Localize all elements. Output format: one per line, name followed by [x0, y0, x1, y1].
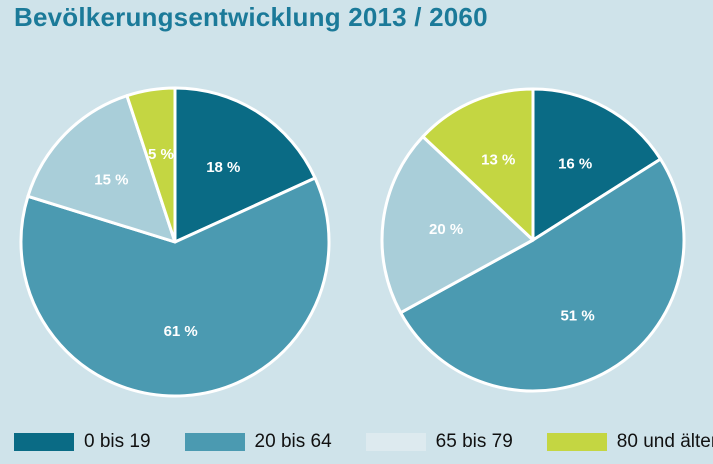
legend-label-80-und-aelter: 80 und älter [616, 431, 713, 452]
legend-swatch-65-bis-79 [365, 433, 426, 451]
legend: 0 bis 19 20 bis 64 65 bis 79 80 und älte… [14, 428, 713, 456]
legend-label-20-bis-64: 20 bis 64 [254, 431, 332, 452]
pie-2-label-80-und-aelter: 13 % [481, 152, 515, 169]
pie-2-slice-65-bis-79 [380, 135, 535, 315]
pie-1-slice-0-bis-19 [173, 86, 317, 244]
pie-2-slice-20-bis-64 [399, 157, 686, 393]
legend-item-20-bis-64: 20 bis 64 [184, 431, 332, 453]
legend-item-80-und-aelter: 80 und älter [546, 431, 713, 453]
legend-item-65-bis-79: 65 bis 79 [365, 431, 513, 453]
pie-1: 18 % 61 % 15 % 5 % [19, 86, 331, 398]
legend-item-0-bis-19: 0 bis 19 [14, 431, 151, 453]
legend-label-65-bis-79: 65 bis 79 [435, 431, 513, 452]
legend-swatch-0-bis-19 [14, 433, 74, 451]
pie-2-label-20-bis-64: 51 % [560, 307, 594, 324]
pie-1-label-65-bis-79: 15 % [94, 171, 128, 188]
legend-label-0-bis-19: 0 bis 19 [84, 431, 151, 452]
pie-1-slice-20-bis-64 [19, 176, 331, 398]
pie-2-label-65-bis-79: 20 % [429, 221, 463, 238]
chart-title: Bevölkerungsentwicklung 2013 / 2060 [14, 2, 488, 32]
pie-1-label-20-bis-64: 61 % [164, 323, 198, 340]
pie-1-label-80-und-aelter: 5 % [148, 146, 174, 163]
pie-2: 16 % 51 % 20 % 13 % [380, 87, 686, 393]
pie-1-label-0-bis-19: 18 % [206, 159, 240, 176]
legend-swatch-80-und-aelter [546, 433, 607, 451]
pie-2-slice-0-bis-19 [531, 87, 662, 242]
legend-swatch-20-bis-64 [184, 433, 245, 451]
pie-2-label-0-bis-19: 16 % [558, 155, 592, 172]
pie-2-slice-80-und-aelter [421, 87, 535, 242]
pie-1-slice-80-und-aelter [125, 86, 177, 244]
